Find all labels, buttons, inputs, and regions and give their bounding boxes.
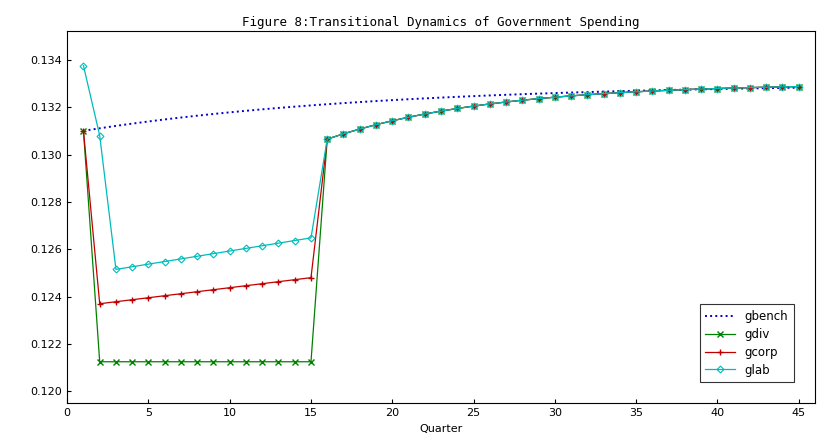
- Legend: gbench, gdiv, gcorp, glab: gbench, gdiv, gcorp, glab: [700, 305, 794, 383]
- Title: Figure 8:Transitional Dynamics of Government Spending: Figure 8:Transitional Dynamics of Govern…: [242, 16, 640, 29]
- X-axis label: Quarter: Quarter: [419, 424, 463, 434]
